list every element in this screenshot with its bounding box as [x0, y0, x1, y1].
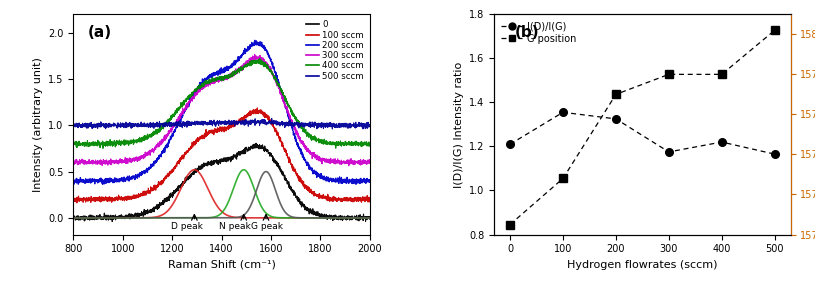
Y-axis label: Intensity (arbitrary unit): Intensity (arbitrary unit) — [33, 57, 42, 192]
G position — [770, 29, 780, 32]
Text: G peak: G peak — [251, 223, 284, 231]
G position — [558, 177, 568, 180]
I(D)/I(G) — [770, 152, 780, 156]
I(D)/I(G) — [717, 140, 727, 144]
X-axis label: Raman Shift (cm⁻¹): Raman Shift (cm⁻¹) — [168, 260, 275, 270]
I(D)/I(G) — [558, 111, 568, 114]
Text: (a): (a) — [88, 25, 112, 40]
Legend: 0, 100 sccm, 200 sccm, 300 sccm, 400 sccm, 500 sccm: 0, 100 sccm, 200 sccm, 300 sccm, 400 scc… — [304, 19, 365, 82]
Legend: I(D)/I(G), G position: I(D)/I(G), G position — [499, 19, 579, 45]
G position — [611, 93, 621, 96]
I(D)/I(G) — [664, 150, 674, 154]
Text: N peak: N peak — [219, 223, 251, 231]
I(D)/I(G) — [611, 117, 621, 121]
I(D)/I(G) — [505, 142, 515, 146]
Text: (b): (b) — [515, 25, 540, 40]
Line: I(D)/I(G): I(D)/I(G) — [506, 108, 778, 158]
Y-axis label: I(D)/I(G) Intensity ratio: I(D)/I(G) Intensity ratio — [453, 61, 464, 188]
Text: D peak: D peak — [171, 223, 203, 231]
G position — [664, 73, 674, 76]
G position — [717, 73, 727, 76]
Line: G position: G position — [506, 27, 778, 228]
X-axis label: Hydrogen flowrates (sccm): Hydrogen flowrates (sccm) — [567, 260, 718, 270]
G position — [505, 223, 515, 226]
